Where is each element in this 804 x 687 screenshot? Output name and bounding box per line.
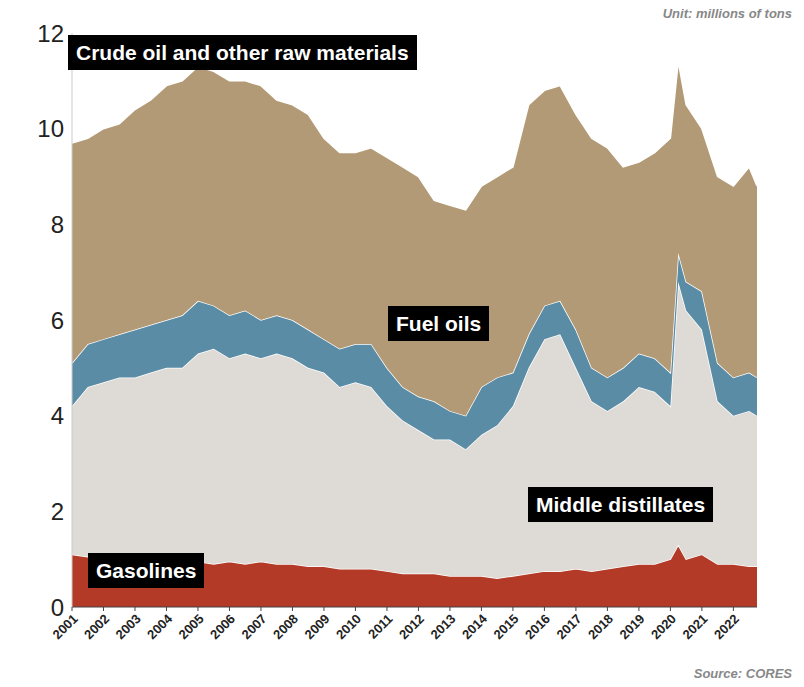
svg-text:2022: 2022 xyxy=(711,611,742,642)
svg-text:2021: 2021 xyxy=(679,611,710,642)
svg-text:2003: 2003 xyxy=(113,611,144,642)
html-text:Gasolines: Gasolines xyxy=(96,559,197,582)
svg-text:2018: 2018 xyxy=(585,611,616,642)
svg-text:2007: 2007 xyxy=(239,611,270,642)
svg-text:2015: 2015 xyxy=(491,611,522,642)
svg-text:10: 10 xyxy=(37,115,64,142)
svg-text:2013: 2013 xyxy=(428,611,459,642)
svg-text:6: 6 xyxy=(51,307,64,334)
svg-text:2009: 2009 xyxy=(302,611,333,642)
html-text:Middle distillates: Middle distillates xyxy=(536,493,706,516)
svg-text:2: 2 xyxy=(51,498,64,525)
html-text:Crude oil and other raw materi: Crude oil and other raw materials xyxy=(76,41,409,64)
svg-text:0: 0 xyxy=(51,594,64,621)
svg-text:8: 8 xyxy=(51,211,64,238)
svg-text:2016: 2016 xyxy=(522,611,553,642)
svg-text:2008: 2008 xyxy=(270,611,301,642)
svg-text:2004: 2004 xyxy=(144,610,176,642)
svg-text:2019: 2019 xyxy=(616,611,647,642)
html-text:Unit: millions of tons: Unit: millions of tons xyxy=(662,6,792,21)
svg-text:2001: 2001 xyxy=(49,611,81,643)
svg-text:2005: 2005 xyxy=(176,611,207,642)
html-text:Fuel oils: Fuel oils xyxy=(396,312,482,335)
html-text:Source: CORES: Source: CORES xyxy=(693,666,792,681)
svg-text:2006: 2006 xyxy=(207,611,238,642)
svg-text:2002: 2002 xyxy=(81,611,112,642)
svg-text:12: 12 xyxy=(37,20,64,47)
svg-text:2020: 2020 xyxy=(648,611,679,642)
svg-text:2017: 2017 xyxy=(553,611,584,642)
svg-text:2012: 2012 xyxy=(396,611,427,642)
svg-text:2010: 2010 xyxy=(333,611,364,642)
svg-text:2011: 2011 xyxy=(365,611,396,642)
svg-text:4: 4 xyxy=(51,402,64,429)
svg-text:2014: 2014 xyxy=(459,610,491,642)
